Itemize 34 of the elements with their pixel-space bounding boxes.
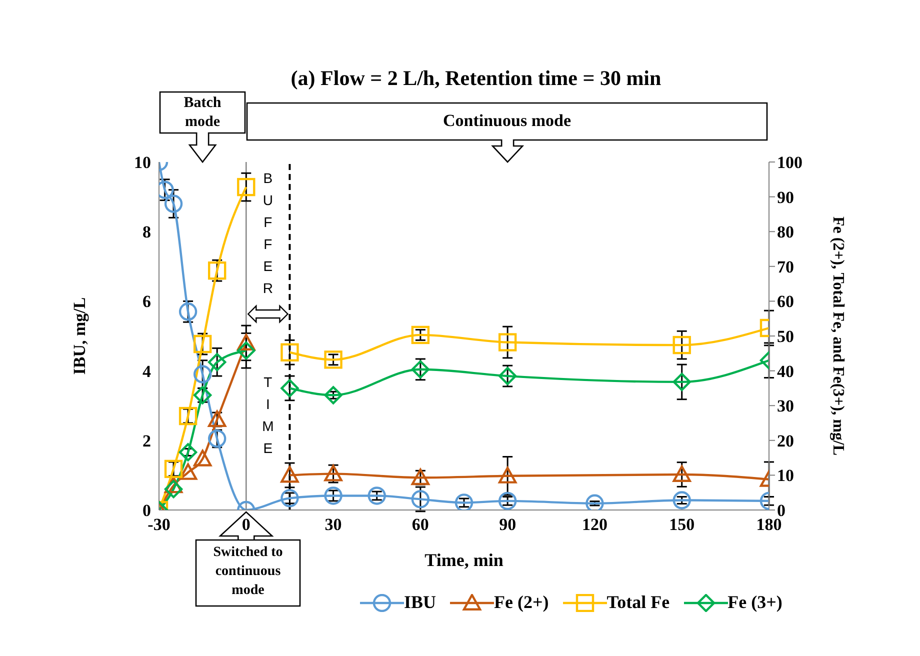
legend-label: IBU: [404, 592, 436, 613]
text: Batch mode: [182, 94, 222, 132]
y-tick-label: 10: [134, 153, 151, 172]
x-tick-label: 90: [499, 515, 516, 534]
x-tick-label: 180: [756, 515, 782, 534]
y2-tick-label: 70: [777, 257, 794, 276]
legend-label: Total Fe: [606, 592, 670, 613]
y2-axis-title: Fe (2+), Total Fe, and Fe(3+), mg/L: [829, 216, 846, 456]
x-tick-label: 120: [582, 515, 608, 534]
x-tick-label: 60: [412, 515, 429, 534]
y2-tick-label: 60: [777, 292, 794, 312]
legend-label: Fe (3+): [728, 592, 782, 613]
y2-tick-label: 90: [777, 188, 794, 207]
y-tick-label: 4: [142, 362, 152, 381]
y-tick-label: 8: [142, 222, 151, 242]
y-axis-title: IBU, mg/L: [70, 297, 90, 375]
text: Switched to continuous mode: [212, 544, 284, 600]
y2-tick-label: 40: [777, 362, 794, 381]
y2-tick-label: 30: [777, 396, 794, 416]
x-axis-title: Time, min: [424, 550, 504, 570]
x-tick-label: 30: [324, 515, 342, 534]
y2-tick-label: 100: [777, 153, 802, 172]
text: Continuous mode: [442, 111, 572, 131]
y2-tick-label: 50: [777, 327, 794, 346]
y-tick-label: 6: [142, 292, 151, 312]
y-tick-label: 2: [142, 431, 151, 450]
y2-tick-label: 20: [777, 431, 794, 450]
legend-label: Fe (2+): [494, 592, 549, 613]
y2-tick-label: 80: [777, 222, 794, 242]
y2-tick-label: 10: [777, 466, 794, 486]
x-tick-label: 0: [242, 515, 250, 534]
x-tick-label: 150: [669, 515, 695, 534]
chart-title: (a) Flow = 2 L/h, Retention time = 30 min: [290, 66, 662, 91]
annotation: BUFFER TIME: [258, 170, 277, 462]
